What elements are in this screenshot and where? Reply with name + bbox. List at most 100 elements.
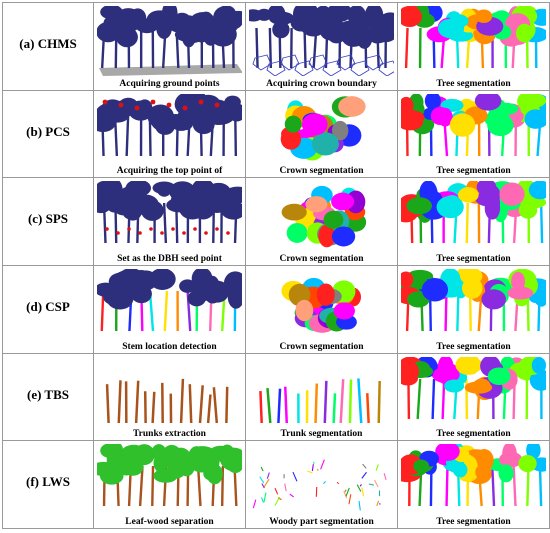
crown-blob	[175, 27, 202, 41]
figure-panel: Stem location detection	[94, 265, 246, 353]
trunk	[358, 378, 361, 423]
crown-blob	[203, 99, 231, 117]
crown-blob	[269, 12, 294, 25]
top-point-marker	[167, 102, 172, 107]
row-label-cell: (e) TBS	[3, 353, 94, 441]
point-cloud-image	[249, 444, 394, 514]
tree-trunk	[492, 466, 494, 506]
crown-cluster	[332, 227, 355, 247]
tree-trunk	[541, 203, 542, 243]
crown-blob	[511, 272, 525, 291]
point-cloud-image	[401, 444, 546, 514]
branch-segment	[290, 494, 294, 497]
branch-segment	[369, 484, 374, 485]
crown-blob	[437, 196, 464, 218]
crown-cluster	[295, 300, 313, 321]
crown-blob	[422, 278, 448, 301]
method-label: (a) CHMS	[3, 36, 93, 52]
trunk	[367, 393, 368, 423]
branch-segment	[362, 473, 367, 479]
tree-trunk	[164, 203, 166, 243]
method-label: (f) LWS	[3, 474, 93, 490]
figure-panel: Acquiring ground points	[94, 3, 246, 91]
point-cloud-image	[401, 269, 546, 339]
row-label-cell: (f) LWS	[3, 441, 94, 529]
row-label-cell: (d) CSP	[3, 265, 94, 353]
point-cloud-image	[401, 94, 546, 164]
crown-blob	[406, 198, 432, 215]
leaf-wood-trees	[97, 444, 242, 506]
branch-segment	[264, 479, 269, 487]
top-point-marker	[199, 99, 204, 104]
seed-point-marker	[182, 232, 186, 236]
panel-caption: Set as the DBH seed point	[94, 254, 245, 264]
crown-clusters	[282, 186, 367, 247]
method-label: (e) TBS	[3, 387, 93, 403]
crown-blob	[121, 189, 145, 211]
crown-cluster	[338, 96, 365, 117]
crown-cluster	[302, 113, 328, 135]
tree-trunk	[433, 379, 434, 419]
crown-clusters	[281, 278, 361, 333]
crown-blob	[519, 202, 538, 219]
crown-blob	[166, 114, 186, 129]
panel-caption: Stem location detection	[94, 342, 245, 352]
branch-segment	[267, 473, 269, 479]
trunk	[200, 385, 203, 423]
figure-panel: Tree segmentation	[398, 90, 550, 178]
crown-cluster	[287, 223, 308, 243]
branch-segment	[253, 500, 255, 508]
crown-blob	[499, 465, 514, 483]
panel-caption: Tree segmentation	[398, 254, 549, 264]
crown-blob	[347, 6, 366, 26]
branch-segment	[317, 470, 318, 471]
branch-segment	[261, 467, 263, 471]
tree-trunk	[102, 291, 103, 331]
figure-panel: Acquiring the top point of	[94, 90, 246, 178]
seed-point-marker	[171, 228, 175, 232]
top-point-marker	[103, 99, 108, 104]
crown-cluster	[334, 302, 355, 319]
crown-blob	[189, 446, 217, 463]
branch-segment	[321, 460, 325, 470]
crown-blob	[532, 357, 546, 374]
branch-segment	[323, 482, 325, 484]
figure-panel: Crown segmentation	[246, 90, 398, 178]
figure-panel: Trunk segmentation	[246, 353, 398, 441]
panel-caption: Acquiring the top point of	[94, 166, 245, 176]
trunk	[379, 381, 380, 423]
crown-blob	[499, 183, 524, 206]
crown-boundary	[351, 61, 369, 76]
method-label: (b) PCS	[3, 124, 93, 140]
canopy	[249, 6, 394, 68]
crown-blob	[149, 269, 176, 290]
trunk	[341, 379, 343, 423]
tree-trunk	[467, 203, 468, 243]
extracted-trunks	[107, 379, 227, 423]
tree-trunk	[443, 379, 445, 419]
crown-boundary-polygons	[253, 55, 394, 76]
branch-segment	[359, 501, 360, 511]
panel-caption: Crown segmentation	[246, 166, 397, 176]
point-cloud-image	[97, 6, 242, 76]
point-cloud-image	[97, 269, 242, 339]
crown-blob	[115, 8, 143, 32]
seed-point-marker	[127, 228, 131, 232]
panel-caption: Tree segmentation	[398, 517, 549, 527]
seed-point-marker	[193, 228, 197, 232]
point-cloud-image	[249, 94, 394, 164]
crown-cluster	[305, 196, 327, 212]
panel-caption: Tree segmentation	[398, 79, 549, 89]
panel-caption: Tree segmentation	[398, 342, 549, 352]
branch-segment	[262, 484, 264, 489]
seed-point-marker	[149, 228, 153, 232]
segmented-trunks	[260, 378, 379, 423]
panel-caption: Tree segmentation	[398, 429, 549, 439]
point-cloud-image	[249, 357, 394, 427]
crown-blob	[458, 187, 479, 203]
panel-caption: Tree segmentation	[398, 166, 549, 176]
branch-segment	[363, 464, 367, 468]
